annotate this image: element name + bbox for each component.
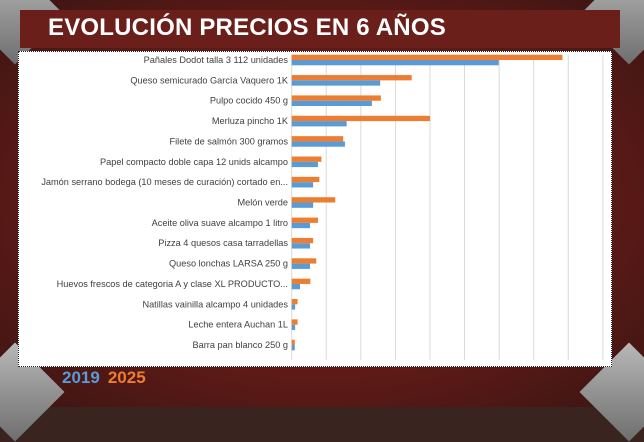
category-label: Natillas vainilla alcampo 4 unidades — [142, 299, 288, 309]
bar-2025 — [291, 339, 295, 346]
bar-2025 — [291, 156, 322, 162]
bar-2019 — [291, 324, 296, 330]
bar-2025 — [291, 319, 298, 325]
bar-2019 — [291, 100, 372, 107]
bar-2019 — [291, 141, 345, 147]
bar-2019 — [291, 202, 314, 208]
category-label: Melón verde — [237, 198, 288, 208]
bar-2025 — [291, 54, 563, 60]
bar-chart: Pañales Dodot talla 3 112 unidades Queso … — [41, 54, 604, 360]
legend-2025: 2025 — [107, 368, 146, 387]
bar-2025 — [291, 136, 344, 142]
bar-2025 — [291, 258, 317, 264]
category-label: Huevos frescos de categoria A y clase XL… — [57, 279, 288, 289]
title-bar — [20, 10, 620, 48]
bar-2019 — [291, 243, 311, 249]
bar-2019 — [291, 161, 318, 168]
bar-2025 — [291, 299, 298, 305]
category-label: Queso semicurado García Vaquero 1K — [130, 75, 289, 85]
bar-2019 — [291, 80, 381, 86]
category-label: Aceite oliva suave alcampo 1 litro — [152, 218, 288, 228]
bar-2019 — [291, 263, 311, 269]
category-label: Merluza pincho 1K — [212, 116, 289, 126]
category-label: Filete de salmón 300 gramos — [170, 136, 289, 146]
category-label: Papel compacto doble capa 12 unids alcam… — [100, 157, 288, 167]
bar-2025 — [291, 115, 430, 122]
bar-2025 — [291, 176, 320, 183]
legend-2019: 2019 — [62, 368, 100, 387]
bar-2025 — [291, 278, 311, 284]
category-label: Barra pan blanco 250 g — [192, 340, 288, 350]
category-label: Queso lonchas LARSA 250 g — [169, 259, 288, 269]
bar-2019 — [291, 121, 347, 127]
bar-2025 — [291, 197, 336, 203]
category-label: Pañales Dodot talla 3 112 unidades — [144, 55, 289, 65]
bar-2025 — [291, 75, 412, 81]
bar-2019 — [291, 60, 499, 66]
bar-2019 — [291, 182, 314, 188]
category-label: Pulpo cocido 450 g — [210, 96, 288, 106]
category-label: Leche entera Auchan 1L — [188, 320, 288, 330]
category-label: Pizza 4 quesos casa tarradellas — [158, 238, 288, 248]
bar-2019 — [291, 283, 300, 290]
bar-2019 — [291, 304, 296, 310]
bar-2025 — [291, 95, 381, 101]
legend: 2019 2025 — [62, 368, 146, 388]
chart-title: EVOLUCIÓN PRECIOS EN 6 AÑOS — [48, 14, 446, 41]
bar-2019 — [291, 345, 295, 351]
bar-2025 — [291, 217, 318, 223]
bar-2025 — [291, 237, 314, 244]
bar-2019 — [291, 222, 311, 229]
category-label: Jamón serrano bodega (10 meses de curaci… — [41, 177, 288, 187]
